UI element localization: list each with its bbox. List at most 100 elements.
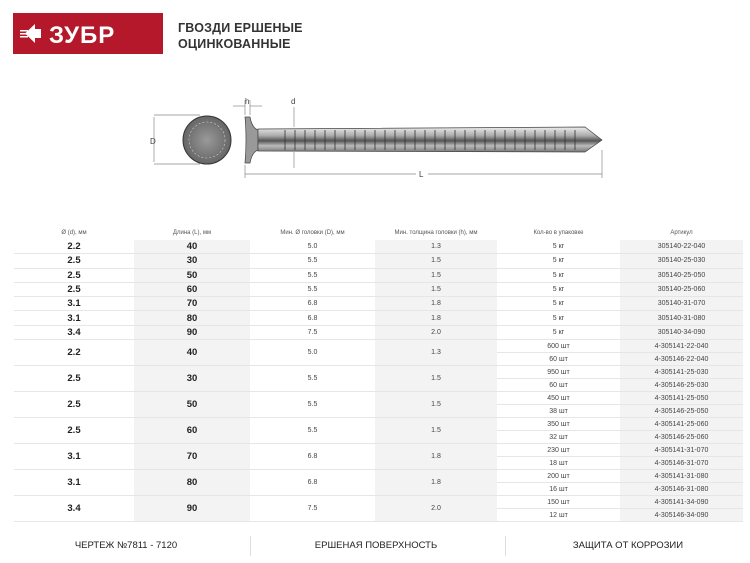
table-row: 3.1 70 6.8 1.8 5 кг 305140-31-070 [14,296,743,312]
table-row: 2.5 60 5.5 1.5 350 шт 4-305141-25-060 [14,417,743,445]
table-cell: 305140-34-090 [620,325,743,341]
table-cell: 3.1 [14,310,134,326]
table-cell: 40 [134,240,250,255]
table-cell: 7.5 [250,325,375,341]
table-cell: 5.5 [250,253,375,269]
table-cell: 305140-31-070 [620,296,743,312]
table-cell: 305140-25-050 [620,268,743,283]
table-cell: 5 кг [497,296,620,312]
table-cell: 30 [134,365,250,393]
divider [505,536,506,556]
table-cell: 1.8 [375,296,497,312]
table-cell: 60 шт [497,378,620,393]
table-cell: 305140-25-030 [620,253,743,269]
table-cell: 2.0 [375,325,497,341]
footer: ЧЕРТЕЖ №7811 - 7120 ЕРШЕНАЯ ПОВЕРХНОСТЬ … [0,536,750,556]
table-cell: 4-305141-31-070 [620,443,743,458]
table-cell: 5.5 [250,268,375,283]
label-d: d [291,97,295,106]
table-cell: 2.5 [14,268,134,283]
table-row: 3.1 80 6.8 1.8 200 шт 4-305141-31-080 [14,469,743,497]
table-cell: 4-305141-25-060 [620,417,743,432]
table-cell: 1.3 [375,240,497,255]
table-cell: 5.5 [250,365,375,393]
logo-text: ЗУБР [49,22,115,49]
table-cell: 5.5 [250,391,375,419]
table-cell: 80 [134,310,250,326]
table-cell: 30 [134,253,250,269]
table-cell: 305140-31-080 [620,310,743,326]
table-cell: 38 шт [497,404,620,419]
table-row: 3.1 80 6.8 1.8 5 кг 305140-31-080 [14,310,743,326]
nail-drawing: D h d L [150,97,603,179]
table-cell: 5 кг [497,268,620,283]
col-header: Кол-во в упаковке [533,230,584,236]
table-row: 60 шт 4-305146-22-040 [14,352,743,367]
table-row: 2.5 60 5.5 1.5 5 кг 305140-25-060 [14,282,743,298]
table-cell: 6.8 [250,296,375,312]
nail-side-view [244,116,603,164]
table-cell: 2.5 [14,253,134,269]
table-cell: 50 [134,391,250,419]
label-L: L [419,170,424,179]
table-cell: 4-305146-25-050 [620,404,743,419]
logo-arrow-icon [25,24,41,43]
table-cell: 4-305146-34-090 [620,508,743,523]
table-row: 2.5 50 5.5 1.5 5 кг 305140-25-050 [14,268,743,283]
product-title: ГВОЗДИ ЕРШЕНЫЕ ОЦИНКОВАННЫЕ [178,20,303,52]
table-row: 2.5 30 5.5 1.5 950 шт 4-305141-25-030 [14,365,743,393]
table-cell: 4-305141-34-090 [620,495,743,510]
col-header: Ø (d), мм [61,230,87,236]
table-cell: 2.0 [375,495,497,523]
table-cell: 60 [134,282,250,298]
table-cell: 950 шт [497,365,620,380]
table-cell: 5.0 [250,339,375,367]
table-cell: 5 кг [497,325,620,341]
col-header: Артикул [670,230,693,236]
table-row: 2.2 40 5.0 1.3 600 шт 4-305141-22-040 [14,339,743,367]
table-cell: 90 [134,495,250,523]
table-cell: 4-305146-31-080 [620,482,743,497]
table-cell: 5 кг [497,240,620,255]
table-cell: 12 шт [497,508,620,523]
label-h: h [245,97,249,106]
table-cell: 1.8 [375,469,497,497]
table-cell: 50 [134,268,250,283]
table-cell: 4-305146-25-030 [620,378,743,393]
table-cell: 90 [134,325,250,341]
table-cell: 6.8 [250,469,375,497]
table-cell: 1.5 [375,391,497,419]
table-row: 16 шт 4-305146-31-080 [14,482,743,497]
table-cell: 5 кг [497,253,620,269]
table-cell: 4-305141-25-030 [620,365,743,380]
table-cell: 40 [134,339,250,367]
table-row: 18 шт 4-305146-31-070 [14,456,743,471]
table-cell: 1.5 [375,253,497,269]
table-cell: 7.5 [250,495,375,523]
table-cell: 200 шт [497,469,620,484]
table-row: 3.4 90 7.5 2.0 150 шт 4-305141-34-090 [14,495,743,523]
divider [250,536,251,556]
dimension-h [233,100,262,115]
table-cell: 1.5 [375,365,497,393]
table-cell: 3.4 [14,325,134,341]
table-cell: 2.5 [14,391,134,419]
table-cell: 5.5 [250,282,375,298]
table-cell: 350 шт [497,417,620,432]
table-cell: 6.8 [250,310,375,326]
table-cell: 3.1 [14,443,134,471]
col-header: Мин. толщина головки (h), мм [394,230,478,236]
table-cell: 1.8 [375,443,497,471]
footer-drawing-number: ЧЕРТЕЖ №7811 - 7120 [74,540,178,551]
title-line-2: ОЦИНКОВАННЫЕ [178,37,291,51]
table-row: 12 шт 4-305146-34-090 [14,508,743,523]
table-row: 3.1 70 6.8 1.8 230 шт 4-305141-31-070 [14,443,743,471]
table-row: 2.5 50 5.5 1.5 450 шт 4-305141-25-050 [14,391,743,419]
table-cell: 18 шт [497,456,620,471]
title-line-1: ГВОЗДИ ЕРШЕНЫЕ [178,21,303,35]
table-cell: 1.5 [375,282,497,298]
table-cell: 80 [134,469,250,497]
table-row: 38 шт 4-305146-25-050 [14,404,743,419]
table-cell: 2.5 [14,282,134,298]
table-cell: 6.8 [250,443,375,471]
